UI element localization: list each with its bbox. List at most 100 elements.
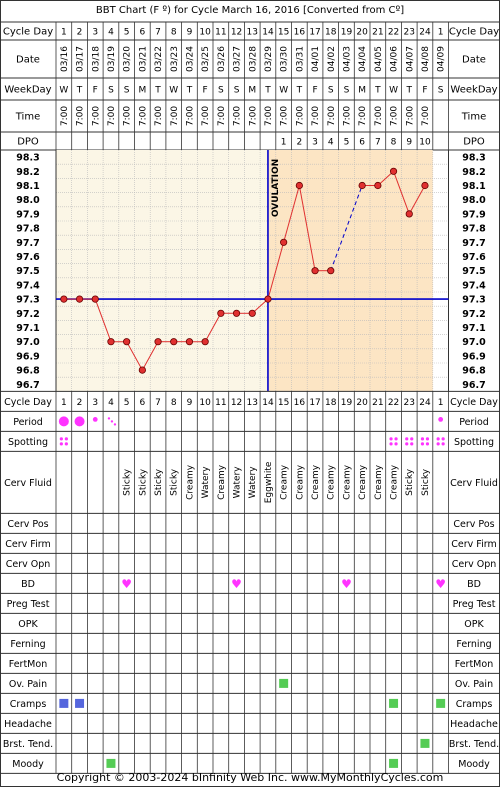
time-row-cell: 7:00 <box>107 106 117 126</box>
cramps-label: Cramps <box>10 699 47 710</box>
date-row-label-right: Date <box>462 55 486 66</box>
weekday-row-label: WeekDay <box>4 85 51 96</box>
time-row-label-right: Time <box>461 112 486 123</box>
time-row-cell: 7:00 <box>123 106 133 126</box>
cramps-label-right: Cramps <box>456 699 493 710</box>
temp-point <box>154 338 162 346</box>
date-row-cell: 04/01 <box>311 46 321 72</box>
symptom-square <box>420 738 430 748</box>
y-tick-label-right: 98.3 <box>462 153 485 164</box>
cycle-day-cell: 5 <box>124 398 130 408</box>
temp-line-segment <box>298 185 316 271</box>
time-row-cell: 7:00 <box>91 106 101 126</box>
spotting-dot <box>425 442 430 446</box>
spotting-dot <box>389 442 393 446</box>
temp-point <box>217 309 225 317</box>
weekday-row-cell: F <box>93 86 98 96</box>
weekday-row-cell: S <box>234 86 240 96</box>
y-tick-label: 98.1 <box>16 181 39 192</box>
cycle-day-cell: 23 <box>404 398 415 408</box>
cerv_opn-label: Cerv Opn <box>6 559 51 570</box>
spotting-dot <box>64 437 68 441</box>
temp-point <box>405 210 413 218</box>
date-row-cell: 04/08 <box>421 46 431 72</box>
date-row-cell: 03/16 <box>60 46 70 72</box>
cycle-day-row-cell: 9 <box>187 28 193 38</box>
cycle_day_repeat-label: Cycle Day <box>4 397 52 408</box>
cerv_fluid-label-right: Cerv Fluid <box>450 478 498 489</box>
cycle-day-cell: 2 <box>77 398 83 408</box>
time-row-cell: 7:00 <box>138 106 148 126</box>
time-row-cell: 7:00 <box>280 106 290 126</box>
time-row-cell: 7:00 <box>60 106 70 126</box>
cramp-square <box>59 698 69 708</box>
date-row-cell: 04/04 <box>358 46 368 72</box>
temp-point <box>421 181 429 190</box>
cycle-day-cell: 6 <box>139 398 145 408</box>
time-row-cell: 7:00 <box>76 106 86 126</box>
dpo-row-cell: 2 <box>296 138 302 148</box>
date-row-cell: 03/24 <box>185 46 195 72</box>
weekday-row-cell: W <box>169 86 178 96</box>
y-tick-label-right: 97.2 <box>462 309 485 320</box>
y-tick-label-right: 96.7 <box>462 380 485 391</box>
date-row-cell: 03/23 <box>170 46 180 72</box>
opk-label-right: OPK <box>464 619 484 630</box>
spotting-dot <box>420 442 425 446</box>
cerv-fluid-cell: Creamy <box>358 464 368 500</box>
cycle-day-cell: 18 <box>325 398 337 408</box>
date-row-cell: 04/07 <box>405 46 415 72</box>
period-heavy <box>58 416 69 427</box>
temp-gap-line <box>330 185 363 271</box>
dpo-row-cell: 9 <box>406 138 412 148</box>
cycle-day-cell: 20 <box>356 398 368 408</box>
y-tick-label-right: 98.2 <box>462 167 485 178</box>
cycle-day-cell: 19 <box>341 398 353 408</box>
period-light <box>438 417 444 422</box>
y-tick-label: 97.4 <box>16 280 40 291</box>
cycle-day-cell: 7 <box>155 398 161 408</box>
fertmon-label: FertMon <box>9 659 47 670</box>
cycle-day-row-label: Cycle Day <box>3 27 53 38</box>
cycle-day-row-cell: 10 <box>199 28 211 38</box>
weekday-row-cell: S <box>344 86 350 96</box>
date-row-cell: 03/27 <box>233 46 243 72</box>
cerv-fluid-cell: Sticky <box>154 468 164 496</box>
cerv-fluid-cell: Eggwhite <box>264 461 274 503</box>
y-tick-label-right: 97.3 <box>462 295 485 306</box>
cramp-square <box>75 698 85 708</box>
weekday-row-cell: S <box>218 86 224 96</box>
temp-point <box>185 338 194 346</box>
time-row-cell: 7:00 <box>295 106 305 126</box>
cerv-fluid-cell: Sticky <box>421 468 431 496</box>
weekday-row-cell: S <box>438 86 444 96</box>
cycle-day-row-cell: 1 <box>61 28 67 38</box>
date-row-cell: 03/30 <box>280 46 290 72</box>
date-row-cell: 03/21 <box>138 46 148 72</box>
symptom-square <box>279 678 289 688</box>
y-tick-label-right: 97.0 <box>462 337 486 348</box>
spotting-label: Spotting <box>8 437 48 448</box>
temp-line-segment <box>141 341 159 371</box>
cycle-day-row-cell: 19 <box>341 28 353 38</box>
time-row-cell: 7:00 <box>327 106 337 126</box>
weekday-row-cell: F <box>312 86 317 96</box>
y-tick-label: 97.8 <box>16 224 40 235</box>
dpo-row-cell: 6 <box>359 138 365 148</box>
date-row-cell: 03/31 <box>295 46 305 72</box>
temp-point <box>60 295 68 303</box>
weekday-row-cell: S <box>108 86 114 96</box>
y-tick-label: 97.0 <box>16 337 40 348</box>
cycle-day-row-cell: 13 <box>247 28 258 38</box>
y-tick-label: 96.7 <box>16 380 39 391</box>
cycle-day-cell: 11 <box>215 398 226 408</box>
period-label-right: Period <box>459 417 489 428</box>
y-tick-label-right: 96.8 <box>462 366 486 377</box>
temp-point <box>123 338 131 346</box>
weekday-row-cell: S <box>124 86 130 96</box>
cycle_day_repeat-label-right: Cycle Day <box>450 397 498 408</box>
temp-point <box>327 267 335 275</box>
follicular-background <box>56 150 268 392</box>
y-tick-label-right: 97.9 <box>462 209 485 220</box>
